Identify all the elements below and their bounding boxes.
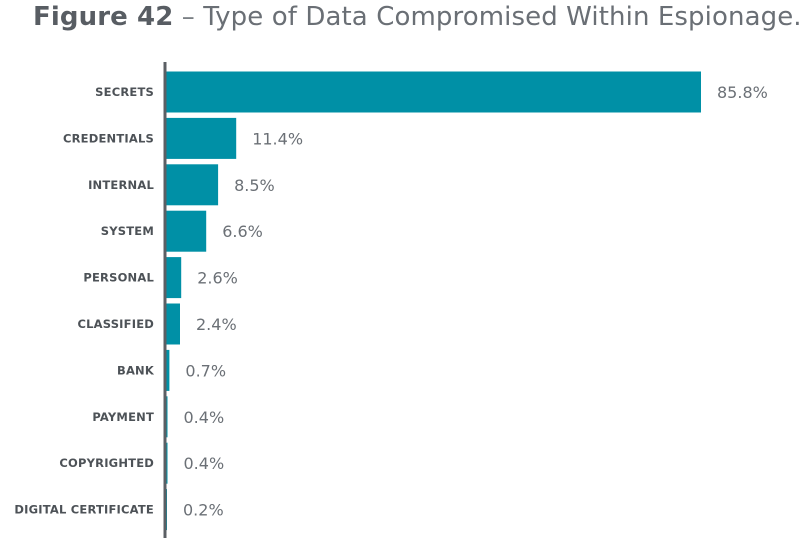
value-label: 2.6% bbox=[197, 269, 238, 288]
value-label: 85.8% bbox=[717, 83, 768, 102]
bar-internal bbox=[165, 164, 219, 206]
category-label: SYSTEM bbox=[101, 224, 154, 238]
bar-system bbox=[165, 210, 207, 252]
category-label: PAYMENT bbox=[92, 410, 154, 424]
bar-secrets bbox=[165, 71, 701, 113]
figure-number: Figure 42 bbox=[33, 2, 174, 32]
value-label: 2.4% bbox=[196, 315, 237, 334]
bar-bank bbox=[165, 349, 170, 391]
category-label: SECRETS bbox=[95, 85, 154, 99]
title-text: Type of Data Compromised Within Espionag… bbox=[203, 2, 800, 32]
bar-classified bbox=[165, 303, 180, 345]
value-label: 11.4% bbox=[252, 129, 303, 148]
category-label: COPYRIGHTED bbox=[59, 456, 154, 470]
bar-credentials bbox=[165, 117, 237, 159]
value-label: 0.4% bbox=[184, 408, 225, 427]
category-label: DIGITAL CERTIFICATE bbox=[14, 503, 154, 517]
value-label: 0.7% bbox=[185, 361, 226, 380]
value-label: 8.5% bbox=[234, 176, 275, 195]
bar-personal bbox=[165, 257, 182, 299]
category-label: CREDENTIALS bbox=[63, 131, 154, 145]
value-label: 6.6% bbox=[222, 222, 263, 241]
chart-title: Figure 42 – Type of Data Compromised Wit… bbox=[33, 2, 800, 32]
value-label: 0.4% bbox=[184, 454, 225, 473]
category-label: CLASSIFIED bbox=[77, 317, 154, 331]
category-label: PERSONAL bbox=[83, 271, 154, 285]
category-label: INTERNAL bbox=[88, 178, 154, 192]
value-label: 0.2% bbox=[183, 501, 224, 520]
category-label: BANK bbox=[117, 363, 155, 377]
title-separator: – bbox=[181, 2, 195, 32]
